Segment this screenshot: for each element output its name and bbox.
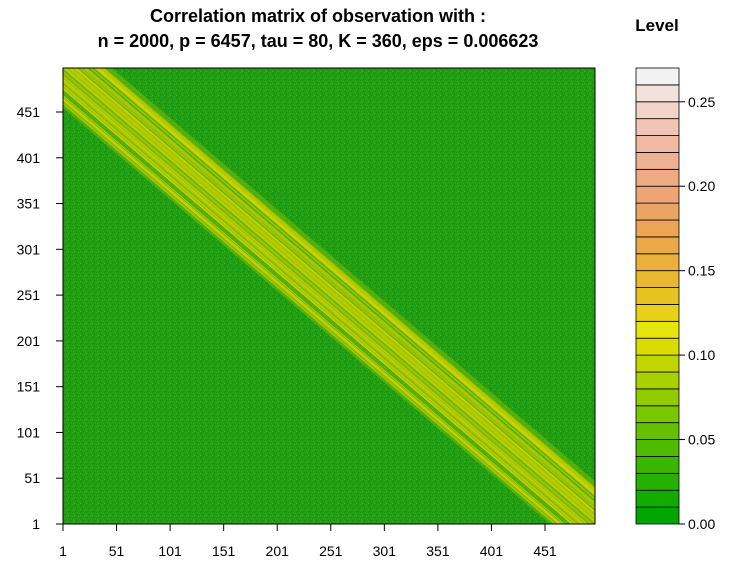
legend-swatch: [635, 118, 680, 136]
band-streak: [98, 68, 595, 493]
x-tick-label: 1: [59, 543, 67, 559]
y-tick-label: 251: [17, 287, 41, 303]
y-tick-label: 51: [24, 470, 40, 486]
band-streak: [90, 68, 595, 500]
legend-swatch: [635, 270, 680, 288]
y-tick-label: 451: [17, 104, 41, 120]
legend-tick-label: 0.10: [688, 347, 715, 363]
x-tick-label: 301: [373, 543, 397, 559]
legend-swatch: [635, 337, 680, 356]
legend-swatch: [635, 472, 680, 491]
y-tick-label: 1: [32, 516, 40, 532]
y-tick-label: 301: [17, 241, 41, 257]
band-streak: [64, 68, 595, 522]
y-tick-label: 351: [17, 196, 41, 212]
chart-title-line1: Correlation matrix of observation with :: [150, 6, 486, 26]
legend-tick-label: 0.25: [688, 94, 715, 110]
band-streak: [63, 75, 587, 524]
band-streak: [93, 68, 595, 497]
band-streak: [101, 68, 595, 490]
legend-swatch: [635, 253, 680, 272]
band-streak: [63, 79, 583, 524]
legend-swatch: [635, 101, 680, 120]
y-tick-label: 401: [17, 150, 41, 166]
band-streak: [69, 68, 595, 518]
x-tick-label: 151: [212, 543, 236, 559]
y-tick-label: 101: [17, 424, 41, 440]
chart-title-line2: n = 2000, p = 6457, tau = 80, K = 360, e…: [98, 31, 539, 51]
legend-swatch: [635, 439, 680, 457]
legend-swatch: [635, 422, 680, 440]
x-tick-label: 251: [319, 543, 343, 559]
x-tick-label: 351: [426, 543, 450, 559]
band-streak: [63, 102, 556, 524]
y-tick-label: 151: [17, 379, 41, 395]
legend-tick-label: 0.15: [688, 263, 715, 279]
legend-swatch: [635, 236, 680, 255]
legend-swatch: [635, 489, 680, 508]
legend-swatch: [635, 287, 680, 305]
legend-swatch: [635, 354, 680, 373]
legend-tick-label: 0.00: [688, 516, 715, 532]
legend-tick-label: 0.05: [688, 432, 715, 448]
band-streak: [81, 68, 595, 507]
band-streak: [63, 86, 575, 524]
legend-swatch: [635, 371, 680, 390]
band-streak: [96, 68, 595, 495]
legend-swatch: [635, 185, 680, 204]
legend-swatch: [635, 405, 680, 424]
x-tick-label: 201: [266, 543, 290, 559]
legend-swatch: [635, 456, 680, 474]
legend-colorbar: [635, 67, 680, 525]
legend-swatch: [635, 168, 680, 187]
band-streak: [63, 96, 562, 524]
band-streak: [63, 70, 593, 524]
legend-swatch: [635, 67, 680, 86]
legend-swatch: [635, 506, 680, 525]
legend-swatch: [635, 84, 680, 103]
legend-swatch: [635, 202, 680, 221]
legend-swatch: [635, 152, 680, 170]
band-streak: [89, 68, 595, 501]
band-streak: [71, 68, 595, 516]
legend-tick-label: 0.20: [688, 178, 715, 194]
legend-ticks: 0.00 0.05 0.10 0.15 0.20 0.25: [679, 94, 715, 532]
band-streak: [63, 103, 556, 524]
diagonal-band: [63, 68, 595, 524]
y-tick-label: 201: [17, 333, 41, 349]
x-tick-label: 451: [533, 543, 557, 559]
band-streak: [101, 68, 595, 490]
x-tick-label: 101: [158, 543, 182, 559]
legend-swatch: [635, 219, 680, 238]
legend-title: Level: [635, 16, 678, 35]
band-streak: [79, 68, 595, 509]
band-streak: [63, 95, 565, 524]
legend-swatch: [635, 304, 680, 322]
x-tick-label: 51: [109, 543, 125, 559]
band-streak: [63, 82, 580, 524]
band-streak: [63, 69, 594, 524]
band-streak: [68, 68, 595, 518]
band-streak: [73, 68, 595, 514]
legend-swatch: [635, 320, 680, 339]
band-streak: [63, 88, 573, 524]
band-streak: [63, 84, 577, 524]
x-tick-label: 401: [480, 543, 504, 559]
band-streak: [63, 85, 576, 524]
legend-swatch: [635, 135, 680, 153]
band-streak: [63, 73, 590, 524]
x-axis: 1 51 101 151 201 251 301 351 401 451: [59, 523, 557, 559]
band-streak: [84, 68, 595, 505]
heatmap-plot-area: [62, 67, 596, 525]
band-streak: [63, 98, 560, 524]
band-streak: [82, 68, 595, 506]
band-streak: [63, 68, 595, 524]
band-streak: [81, 68, 595, 508]
band-streak: [101, 68, 595, 490]
legend-swatch: [635, 388, 680, 407]
band-streak: [63, 100, 558, 524]
